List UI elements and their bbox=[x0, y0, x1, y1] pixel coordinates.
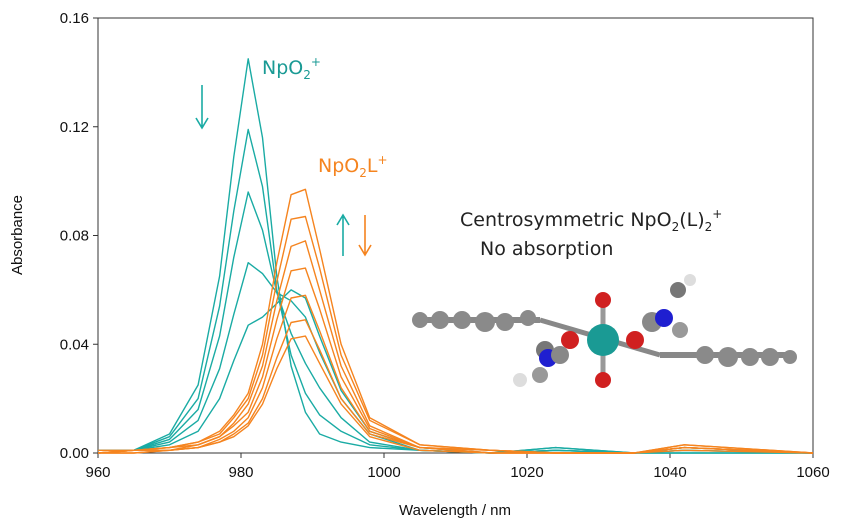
arrow bbox=[337, 215, 349, 256]
annotation: NpO2+ bbox=[262, 55, 321, 82]
annotation-part: + bbox=[377, 153, 387, 167]
annotation-part: + bbox=[712, 207, 722, 221]
x-axis-label: Wavelength / nm bbox=[399, 502, 511, 519]
y-tick-label: 0.00 bbox=[60, 445, 89, 462]
x-tick-label: 960 bbox=[85, 464, 110, 481]
x-tick-label: 1000 bbox=[367, 464, 400, 481]
x-tick-label: 1040 bbox=[653, 464, 686, 481]
x-tick-label: 1020 bbox=[510, 464, 543, 481]
annotation-part: No absorption bbox=[480, 238, 613, 260]
annotation-part: 2 bbox=[672, 220, 680, 234]
annotation-part: NpO bbox=[262, 57, 303, 79]
y-tick-label: 0.08 bbox=[60, 228, 89, 245]
annotation-part: (L) bbox=[679, 209, 704, 231]
chart: Wavelength / nm Absorbance 0.00 0.04 0.08 0… bbox=[0, 0, 841, 520]
arrow bbox=[196, 85, 208, 128]
y-tick-label: 0.16 bbox=[60, 10, 89, 27]
annotation-part: + bbox=[311, 55, 321, 69]
annotation-part: 2 bbox=[705, 220, 713, 234]
y-tick-label: 0.12 bbox=[60, 119, 89, 136]
annotation-part: Centrosymmetric NpO bbox=[460, 209, 672, 231]
annotation: Centrosymmetric NpO2(L)2+ bbox=[460, 207, 722, 234]
molecule bbox=[412, 274, 797, 388]
x-tick-label: 980 bbox=[228, 464, 253, 481]
annotation-part: L bbox=[367, 155, 378, 177]
annotation: NpO2L+ bbox=[318, 153, 388, 180]
spectrum-line bbox=[98, 217, 813, 454]
y-axis-label: Absorbance bbox=[9, 195, 26, 275]
annotation-part: NpO bbox=[318, 155, 359, 177]
x-tick-label: 1060 bbox=[796, 464, 829, 481]
y-tick-label: 0.04 bbox=[60, 336, 89, 353]
annotation-part: 2 bbox=[359, 166, 367, 180]
annotation-part: 2 bbox=[303, 68, 311, 82]
spectrum-line bbox=[98, 59, 813, 453]
plot-frame bbox=[98, 18, 813, 453]
arrow bbox=[359, 215, 371, 255]
annotation: No absorption bbox=[480, 238, 613, 260]
